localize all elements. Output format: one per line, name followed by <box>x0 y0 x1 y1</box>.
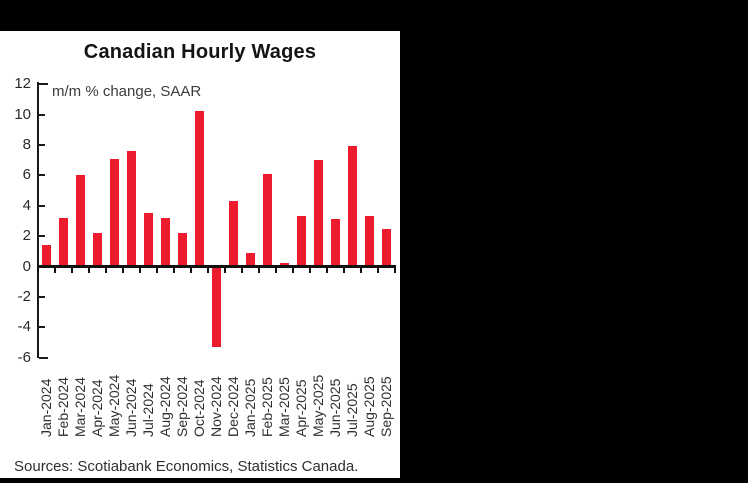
bar <box>109 158 119 267</box>
bar <box>75 175 85 267</box>
bar <box>381 228 391 267</box>
x-tick-label: Nov-2024 <box>208 376 224 437</box>
x-tick <box>87 268 90 273</box>
y-tick-label: 8 <box>22 135 31 153</box>
x-tick-label: Apr-2024 <box>89 379 105 437</box>
y-tick <box>39 356 48 359</box>
x-tick-label: Oct-2024 <box>191 379 207 437</box>
x-tick <box>206 268 209 273</box>
x-tick-label: Jan-2024 <box>38 378 54 437</box>
x-tick <box>291 268 294 273</box>
x-tick <box>70 268 73 273</box>
x-tick <box>393 268 396 273</box>
y-tick-label: 12 <box>14 75 31 93</box>
x-tick <box>274 268 277 273</box>
x-tick <box>155 268 158 273</box>
x-tick-label: May-2024 <box>106 374 122 437</box>
x-tick <box>36 268 39 273</box>
bar <box>160 217 170 267</box>
bar <box>279 263 289 267</box>
y-tick <box>39 235 45 238</box>
x-tick <box>172 268 175 273</box>
bar <box>364 216 374 267</box>
y-tick-label: 4 <box>22 196 31 214</box>
x-tick-label: Jul-2024 <box>140 383 156 437</box>
x-tick-label: Mar-2025 <box>276 377 292 437</box>
y-tick-label: 0 <box>22 257 31 275</box>
x-tick <box>240 268 243 273</box>
y-tick-label: 6 <box>22 166 31 184</box>
chart-subtitle: m/m % change, SAAR <box>52 83 202 100</box>
y-tick-label: -4 <box>17 318 31 336</box>
x-tick <box>342 268 345 273</box>
x-tick-label: May-2025 <box>310 374 326 437</box>
y-tick <box>39 83 48 86</box>
x-tick-label: Feb-2024 <box>55 377 71 437</box>
bar <box>330 219 340 267</box>
x-tick <box>53 268 56 273</box>
y-tick <box>39 143 45 146</box>
x-tick <box>104 268 107 273</box>
y-tick <box>39 113 45 116</box>
bar <box>211 266 221 348</box>
x-tick-label: Jul-2025 <box>344 383 360 437</box>
x-tick <box>308 268 311 273</box>
x-tick-label: Feb-2025 <box>259 377 275 437</box>
bar <box>313 160 323 267</box>
bar <box>143 213 153 267</box>
y-tick-label: 10 <box>14 105 31 123</box>
x-tick <box>257 268 260 273</box>
x-tick-label: Aug-2024 <box>157 376 173 437</box>
x-tick <box>376 268 379 273</box>
bar <box>245 252 255 267</box>
bar <box>347 146 357 267</box>
y-tick <box>39 174 45 177</box>
x-tick-label: Sep-2024 <box>174 376 190 437</box>
x-tick-label: Jun-2024 <box>123 378 139 437</box>
y-tick <box>39 204 45 207</box>
y-tick-label: 2 <box>22 227 31 245</box>
x-axis-line <box>37 265 396 268</box>
x-tick <box>223 268 226 273</box>
y-tick-label: -6 <box>17 348 31 366</box>
x-tick-label: Mar-2024 <box>72 377 88 437</box>
x-tick <box>359 268 362 273</box>
x-tick-label: Aug-2025 <box>361 376 377 437</box>
y-tick <box>39 326 45 329</box>
x-tick-label: Apr-2025 <box>293 379 309 437</box>
bar <box>58 217 68 267</box>
chart-panel: Canadian Hourly Wages m/m % change, SAAR… <box>0 31 400 478</box>
bar <box>228 201 238 267</box>
bar <box>262 173 272 267</box>
source-note: Sources: Scotiabank Economics, Statistic… <box>14 458 359 475</box>
x-tick <box>325 268 328 273</box>
bar <box>92 233 102 267</box>
bar <box>177 233 187 267</box>
x-tick-label: Dec-2024 <box>225 376 241 437</box>
x-tick <box>138 268 141 273</box>
bar <box>41 245 51 267</box>
x-tick-label: Sep-2025 <box>378 376 394 437</box>
y-tick-label: -2 <box>17 287 31 305</box>
x-tick <box>189 268 192 273</box>
x-tick-label: Jun-2025 <box>327 378 343 437</box>
bar <box>296 216 306 267</box>
x-tick <box>121 268 124 273</box>
y-tick <box>39 295 45 298</box>
bar <box>126 150 136 267</box>
bar <box>194 111 204 267</box>
x-tick-label: Jan-2025 <box>242 378 258 437</box>
chart-title: Canadian Hourly Wages <box>83 41 317 63</box>
y-axis-line <box>37 82 39 358</box>
